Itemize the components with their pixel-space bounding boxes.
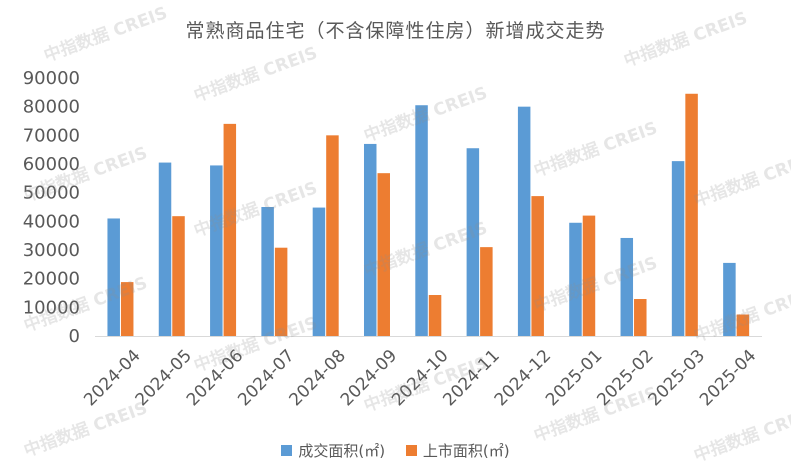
bar-listing-area <box>172 216 185 336</box>
y-tick-label: 30000 <box>23 240 80 261</box>
bar-listing-area <box>480 247 493 336</box>
bar-listing-area <box>736 314 750 336</box>
bar-transaction-area <box>312 207 326 336</box>
bar-listing-area <box>428 295 442 336</box>
legend-label-listing: 上市面积(㎡) <box>422 442 510 460</box>
y-tick-label: 80000 <box>23 97 80 118</box>
legend-item-listing: 上市面积(㎡) <box>405 440 510 461</box>
bar-listing-area <box>377 173 390 336</box>
y-tick-label: 20000 <box>23 269 80 290</box>
y-tick-label: 40000 <box>23 211 80 232</box>
bar-transaction-area <box>261 207 274 336</box>
bar-transaction-area <box>415 105 428 336</box>
y-tick-label: 60000 <box>23 154 80 175</box>
y-tick-label: 70000 <box>23 125 80 146</box>
bar-transaction-area <box>671 161 685 336</box>
bar-listing-area <box>223 123 237 336</box>
y-tick-label: 50000 <box>23 183 80 204</box>
bar-listing-area <box>274 247 288 336</box>
legend-label-transaction: 成交面积(㎡) <box>298 442 386 460</box>
legend: 成交面积(㎡) 上市面积(㎡) <box>0 440 791 461</box>
bar-listing-area <box>685 93 698 337</box>
bar-transaction-area <box>210 165 223 336</box>
bar-transaction-area <box>517 106 531 337</box>
x-tick-label: 2025-04 <box>696 346 760 410</box>
bar-transaction-area <box>363 143 377 336</box>
bar-listing-area <box>582 215 596 336</box>
bar-transaction-area <box>107 218 120 336</box>
legend-swatch-listing <box>405 445 417 456</box>
bar-listing-area <box>531 196 544 336</box>
legend-swatch-transaction <box>281 445 293 456</box>
bar-transaction-area <box>723 262 736 336</box>
bar-listing-area <box>634 299 647 336</box>
y-tick-label: 0 <box>69 326 80 347</box>
bar-listing-area <box>120 282 134 336</box>
bar-listing-area <box>326 135 339 336</box>
legend-item-transaction: 成交面积(㎡) <box>281 440 385 461</box>
bar-transaction-area <box>466 148 480 336</box>
chart-title: 常熟商品住宅（不含保障性住房）新增成交走势 <box>185 20 606 42</box>
bar-transaction-area <box>620 237 634 336</box>
y-tick-label: 90000 <box>23 68 80 89</box>
bar-transaction-area <box>569 222 582 336</box>
y-tick-label: 10000 <box>23 297 80 318</box>
bar-transaction-area <box>158 162 172 336</box>
